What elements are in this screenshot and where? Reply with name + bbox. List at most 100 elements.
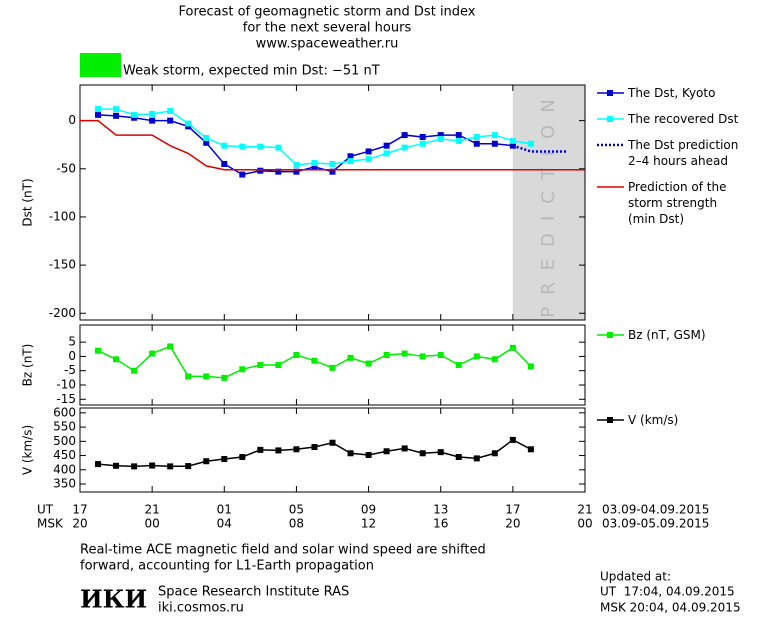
legend-label: V (km/s) — [628, 413, 678, 427]
storm-level-box — [80, 53, 121, 77]
data-point — [347, 354, 354, 361]
data-point — [149, 110, 156, 117]
data-point — [527, 363, 534, 370]
x-tick-label-msk: 20 — [505, 517, 520, 531]
data-point — [329, 160, 336, 167]
data-point — [491, 140, 498, 147]
y-tick-label: 350 — [53, 477, 76, 491]
y-axis-label: V (km/s) — [21, 425, 35, 475]
x-tick-label: 21 — [577, 503, 592, 517]
data-point — [473, 140, 480, 147]
x-tick-label-msk: 08 — [289, 517, 304, 531]
data-point — [437, 135, 444, 142]
data-point — [275, 144, 282, 151]
data-point — [329, 439, 336, 446]
data-point — [455, 362, 462, 368]
data-point — [185, 120, 192, 127]
legend-label: The recovered Dst — [627, 112, 739, 126]
data-point — [257, 143, 264, 150]
data-point — [239, 453, 246, 460]
ut-dates: 03.09-04.09.2015 — [602, 503, 709, 517]
data-point — [167, 343, 174, 350]
updated: UT 17:04, 04.09.2015 — [600, 585, 735, 599]
y-tick-label: 0 — [68, 349, 76, 363]
series-line — [97, 439, 532, 468]
plot-frame — [79, 84, 586, 321]
data-point — [383, 150, 390, 157]
data-point — [95, 461, 102, 468]
ut-label: UT — [37, 503, 54, 517]
data-point — [329, 168, 336, 175]
data-point — [491, 132, 498, 139]
data-point — [383, 448, 390, 455]
updated: Updated at: — [600, 570, 671, 584]
data-point — [311, 163, 318, 170]
title-line: www.spaceweather.ru — [256, 37, 399, 52]
data-point — [401, 445, 408, 452]
y-tick-label: 5 — [68, 335, 76, 349]
x-tick-label-msk: 12 — [361, 517, 376, 531]
x-tick-label: 21 — [145, 503, 160, 517]
x-tick-label: 05 — [289, 503, 304, 517]
legend-label: Prediction of the storm strength (min Dst) — [628, 180, 727, 226]
data-point — [455, 453, 462, 460]
x-tick-label: 09 — [361, 503, 376, 517]
url: iki.cosmos.ru — [158, 601, 244, 616]
y-tick-label: -10 — [56, 378, 76, 392]
y-tick-label: -50 — [56, 161, 76, 175]
data-point — [185, 463, 192, 470]
institute: Space Research Institute RAS — [158, 585, 349, 600]
logo: ИКИ — [80, 585, 147, 614]
x-tick-label-msk: 04 — [217, 517, 232, 531]
x-tick-label: 13 — [433, 503, 448, 517]
data-point — [185, 373, 192, 380]
data-point — [509, 137, 516, 144]
prediction-zone — [512, 85, 585, 320]
data-point — [419, 353, 426, 360]
y-tick-label: -100 — [49, 209, 76, 223]
data-point — [437, 352, 444, 358]
data-point — [365, 148, 372, 155]
data-point — [419, 140, 426, 147]
data-point — [95, 347, 102, 354]
data-point — [527, 446, 534, 453]
data-point — [401, 144, 408, 151]
title-line: Forecast of geomagnetic storm and Dst in… — [178, 5, 475, 20]
data-point — [311, 444, 318, 451]
data-point — [365, 360, 372, 367]
data-point — [365, 156, 372, 163]
legend-label: The Dst, Kyoto — [627, 86, 715, 100]
data-point — [473, 134, 480, 141]
legend-marker — [607, 417, 613, 423]
y-tick-label: 500 — [53, 434, 76, 448]
data-point — [473, 455, 480, 462]
data-point — [149, 117, 156, 124]
y-axis-label: Dst (nT) — [21, 178, 35, 226]
data-point — [491, 450, 498, 457]
prediction-label: PREDICTION — [538, 87, 559, 317]
updated: MSK 20:04, 04.09.2015 — [600, 601, 741, 615]
x-tick-label: 17 — [72, 503, 87, 517]
data-point — [329, 364, 336, 371]
data-point — [293, 446, 300, 453]
y-axis-label: Bz (nT) — [21, 344, 35, 387]
data-point — [257, 362, 264, 368]
data-point — [113, 112, 120, 119]
x-tick-label: 01 — [217, 503, 232, 517]
legend-marker — [607, 332, 613, 338]
data-point — [131, 463, 138, 470]
data-point — [527, 140, 534, 147]
data-point — [419, 134, 426, 141]
series-line — [80, 119, 585, 171]
msk-label: MSK — [37, 517, 64, 531]
x-tick-label-msk: 00 — [145, 517, 160, 531]
data-point — [383, 142, 390, 149]
data-point — [419, 450, 426, 457]
data-point — [383, 352, 390, 358]
data-point — [167, 117, 174, 124]
series-line — [98, 108, 532, 166]
data-point — [95, 111, 102, 118]
data-point — [113, 462, 120, 469]
x-tick-label: 17 — [505, 503, 520, 517]
